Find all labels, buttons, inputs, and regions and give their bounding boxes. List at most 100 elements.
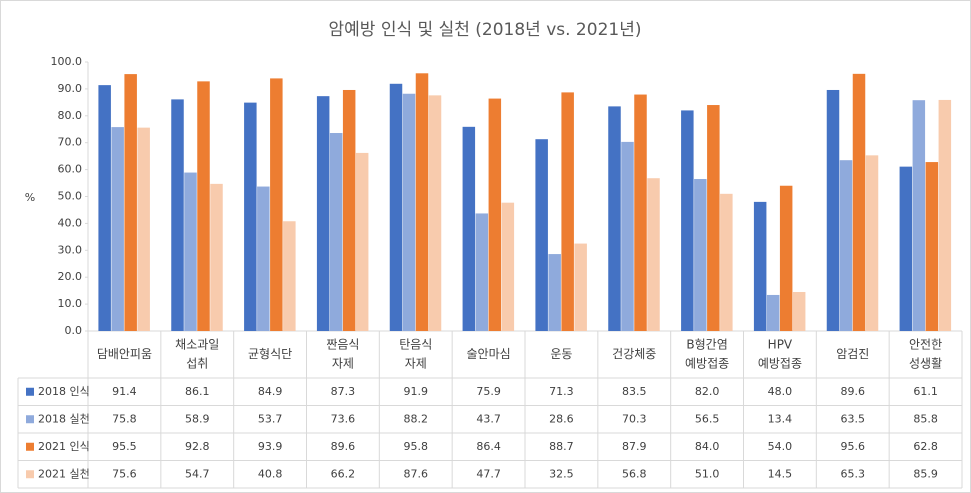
y-tick-label: 60.0 [58,163,83,176]
data-table-value: 84.0 [695,440,720,453]
data-table-value: 95.5 [112,440,137,453]
bar [634,94,647,331]
data-table-value: 75.9 [476,385,501,398]
bar [184,172,197,331]
x-tick-label: 채소과일 [175,338,219,352]
data-table-value: 54.0 [768,440,793,453]
bar [342,89,356,331]
data-table-value: 91.9 [404,385,429,398]
bar [681,110,694,331]
data-table-value: 51.0 [695,467,720,480]
x-tick-label: 술안마심 [466,347,510,361]
legend-label: 2018 인식 [38,385,90,398]
bar [938,99,952,331]
data-table-value: 89.6 [841,385,866,398]
bar [415,73,429,331]
bar [647,178,660,331]
bar [501,202,515,331]
bar [852,73,866,331]
data-table-value: 56.8 [622,467,647,480]
bar [316,96,330,332]
bar [753,201,767,331]
data-table-value: 86.1 [185,385,210,398]
bar [707,105,720,331]
data-table-value: 47.7 [476,467,501,480]
data-table-value: 54.7 [185,467,210,480]
x-tick-label: 자제 [332,357,354,371]
data-table-value: 75.6 [112,467,137,480]
x-tick-label: 성생활 [909,357,942,371]
data-table-value: 28.6 [549,412,574,425]
bar [197,81,210,331]
y-tick-label: 30.0 [58,243,83,256]
y-tick-label: 20.0 [58,270,83,283]
bar [111,127,124,332]
y-tick-label: 40.0 [58,216,83,229]
bar [329,133,343,331]
data-table-value: 53.7 [258,412,283,425]
bar [171,99,184,332]
bar [779,185,793,331]
bar [621,141,634,331]
bar [865,155,879,331]
legend-label: 2021 실천 [38,466,90,480]
x-tick-label: 자제 [405,357,427,371]
data-table-value: 70.3 [622,412,647,425]
y-tick-label: 50.0 [58,190,83,203]
data-table-value: 88.2 [404,412,429,425]
data-table-value: 66.2 [331,467,356,480]
data-table-value: 95.8 [404,440,429,453]
bar [561,92,574,331]
legend-label: 2018 실천 [38,411,90,425]
data-table-value: 58.9 [185,412,210,425]
data-table-value: 63.5 [841,412,866,425]
x-tick-label: 섭취 [186,357,208,371]
bar [826,89,840,331]
x-tick-label: 운동 [550,347,572,361]
bar [124,74,137,331]
data-table-value: 87.3 [331,385,356,398]
bar [792,291,806,331]
data-table-value: 65.3 [841,467,866,480]
data-table-value: 87.6 [404,467,429,480]
legend-key [26,387,34,396]
data-table-value: 14.5 [768,467,793,480]
data-table-value: 75.8 [112,412,137,425]
data-table-value: 83.5 [622,385,647,398]
data-table-value: 32.5 [549,467,574,480]
y-axis-label: % [25,191,35,204]
x-tick-label: 예방접종 [758,357,802,371]
data-table-value: 48.0 [768,385,793,398]
bar [137,127,150,331]
bar [912,100,926,331]
legend-label: 2021 인식 [38,440,90,453]
data-table-value: 82.0 [695,385,720,398]
x-tick-label: 암검진 [836,347,869,361]
bar [766,294,780,331]
y-tick-label: 100.0 [51,55,83,68]
data-table-value: 89.6 [331,440,356,453]
x-tick-label: 균형식단 [248,347,292,361]
data-table-value: 71.3 [549,385,574,398]
x-tick-label: 짠음식 [326,338,359,352]
chart-title: 암예방 인식 및 실천 (2018년 vs. 2021년) [329,20,642,40]
bar [210,183,223,331]
x-tick-label: 담배안피움 [97,347,152,361]
x-tick-label: 안전한 [909,338,942,352]
bar [608,106,621,331]
y-tick-label: 70.0 [58,136,83,149]
data-table-value: 95.6 [841,440,866,453]
data-table-value: 56.5 [695,412,720,425]
bar [548,254,561,331]
bar [475,213,489,331]
bar [462,126,476,331]
bar [402,93,416,331]
bar [355,152,369,331]
data-table-value: 87.9 [622,440,647,453]
bar [720,193,733,331]
data-table-value: 88.7 [549,440,574,453]
data-table-value: 62.8 [913,440,938,453]
y-tick-label: 0.0 [65,324,83,337]
x-tick-label: HPV [768,338,793,352]
